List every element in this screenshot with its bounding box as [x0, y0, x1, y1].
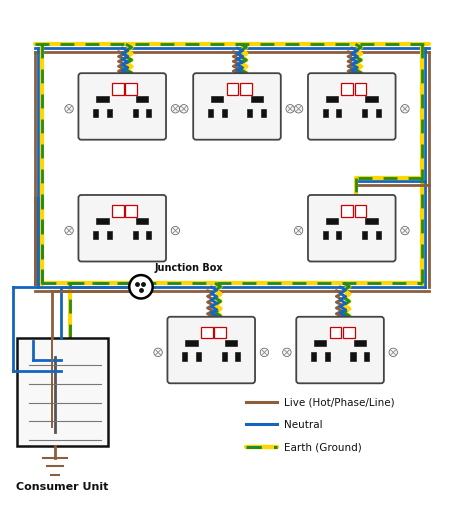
Bar — [240, 84, 252, 96]
Circle shape — [286, 105, 294, 114]
FancyBboxPatch shape — [167, 317, 255, 384]
Bar — [112, 206, 124, 217]
Bar — [376, 109, 381, 118]
Bar — [211, 97, 223, 103]
Bar — [323, 231, 328, 240]
Circle shape — [65, 105, 73, 114]
Bar — [225, 340, 237, 346]
Bar — [323, 109, 328, 118]
Circle shape — [260, 349, 269, 357]
Bar — [136, 218, 148, 224]
Text: Junction Box: Junction Box — [155, 263, 224, 273]
Text: Earth (Ground): Earth (Ground) — [284, 442, 362, 451]
Bar — [196, 353, 201, 361]
Bar — [311, 353, 316, 361]
Bar — [325, 353, 330, 361]
Bar — [330, 327, 341, 338]
Circle shape — [180, 105, 188, 114]
Circle shape — [389, 349, 397, 357]
Bar — [208, 109, 213, 118]
Bar — [365, 97, 377, 103]
Bar — [17, 338, 108, 446]
Bar — [93, 109, 98, 118]
Bar — [93, 231, 98, 240]
FancyBboxPatch shape — [78, 74, 166, 140]
Bar — [354, 340, 366, 346]
Bar — [146, 231, 151, 240]
Circle shape — [294, 105, 303, 114]
Circle shape — [129, 275, 153, 299]
Bar — [364, 353, 369, 361]
Bar — [125, 206, 137, 217]
Bar — [221, 353, 227, 361]
Bar — [343, 327, 355, 338]
Bar — [235, 353, 240, 361]
Bar — [112, 84, 124, 96]
Bar — [227, 84, 238, 96]
Bar — [337, 109, 341, 118]
FancyBboxPatch shape — [78, 195, 166, 262]
Bar — [251, 97, 263, 103]
FancyBboxPatch shape — [308, 74, 396, 140]
Bar — [341, 84, 353, 96]
Bar — [182, 353, 187, 361]
Bar — [314, 340, 327, 346]
Bar — [362, 109, 367, 118]
FancyBboxPatch shape — [193, 74, 281, 140]
Bar — [185, 340, 198, 346]
Bar — [355, 84, 366, 96]
Bar — [261, 109, 266, 118]
Bar — [97, 97, 109, 103]
Circle shape — [171, 227, 180, 235]
Bar — [136, 97, 148, 103]
Bar — [221, 109, 227, 118]
Bar — [365, 218, 377, 224]
Bar — [247, 109, 253, 118]
Bar — [97, 218, 109, 224]
Circle shape — [294, 227, 303, 235]
Circle shape — [401, 227, 409, 235]
Circle shape — [65, 227, 73, 235]
Bar — [107, 231, 112, 240]
Circle shape — [154, 349, 162, 357]
Bar — [355, 206, 366, 217]
Bar — [326, 97, 338, 103]
Bar — [376, 231, 381, 240]
Text: Neutral: Neutral — [284, 419, 322, 429]
Bar — [107, 109, 112, 118]
Circle shape — [401, 105, 409, 114]
Circle shape — [171, 105, 180, 114]
Bar — [201, 327, 213, 338]
Bar — [362, 231, 367, 240]
Text: Live (Hot/Phase/Line): Live (Hot/Phase/Line) — [284, 397, 394, 407]
Text: Consumer Unit: Consumer Unit — [16, 481, 109, 491]
Bar — [133, 231, 137, 240]
Bar — [326, 218, 338, 224]
Circle shape — [283, 349, 291, 357]
Bar — [125, 84, 137, 96]
Bar — [146, 109, 151, 118]
Bar — [337, 231, 341, 240]
Bar — [350, 353, 356, 361]
FancyBboxPatch shape — [308, 195, 396, 262]
FancyBboxPatch shape — [296, 317, 384, 384]
Bar — [341, 206, 353, 217]
Bar — [133, 109, 137, 118]
Bar — [214, 327, 226, 338]
